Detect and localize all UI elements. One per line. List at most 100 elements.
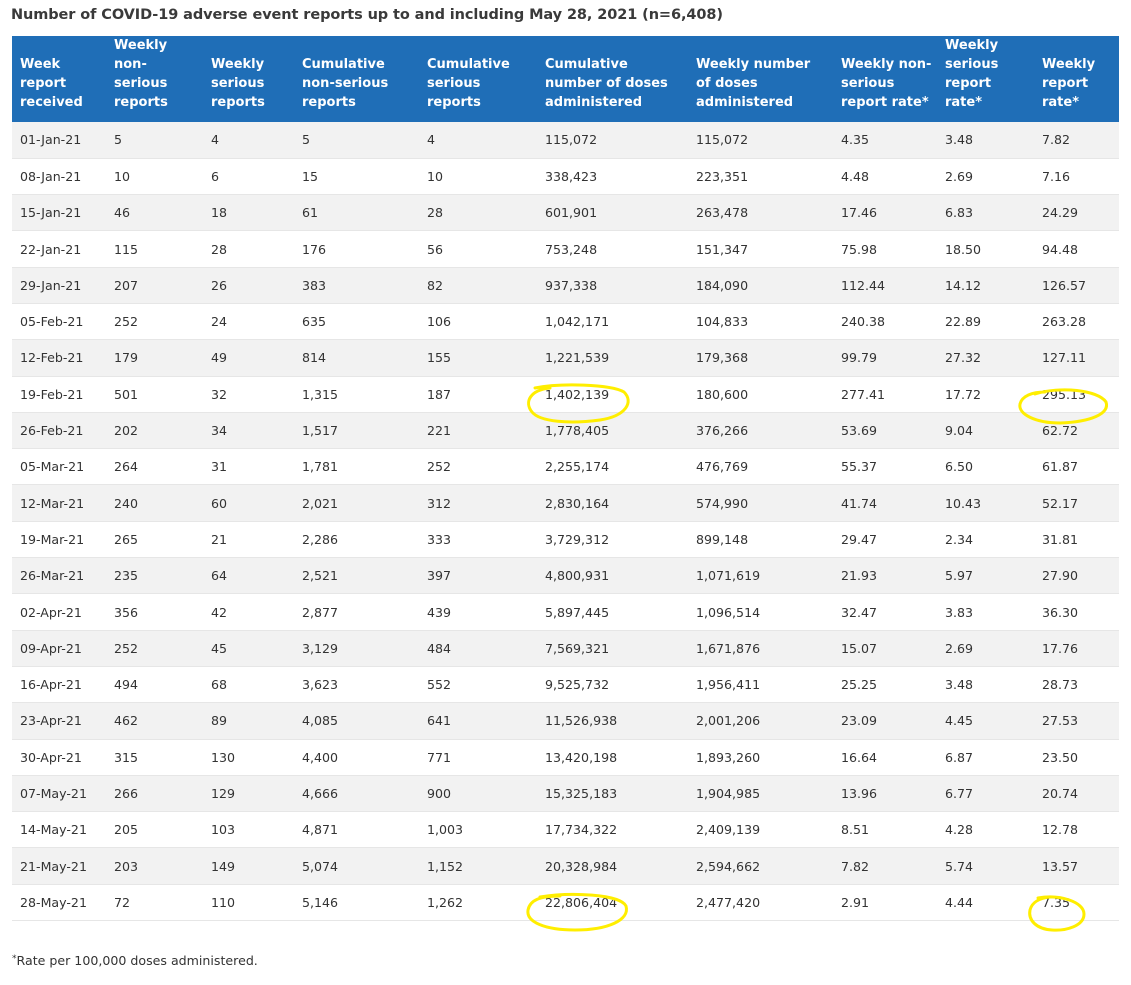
- cell-weekly-non-serious: 10: [106, 158, 203, 196]
- table-row: 02-Apr-21 356 42 2,877 439 5,897,445 1,096,514…: [12, 593, 1119, 631]
- cell-weekly-serious: 129: [203, 775, 294, 813]
- cell-non-serious-rate: 53.69: [833, 412, 937, 450]
- cell-serious-rate: 6.77: [937, 775, 1034, 813]
- page-title: Number of COVID-19 adverse event reports…: [11, 7, 723, 23]
- cell-non-serious-rate: 17.46: [833, 194, 937, 232]
- cell-cumulative-serious: 221: [419, 412, 537, 450]
- cell-non-serious-rate: 55.37: [833, 448, 937, 486]
- cell-cumulative-doses: 115,072: [537, 122, 688, 159]
- cell-cumulative-doses: 1,778,405: [537, 412, 688, 450]
- cell-week: 12-Feb-21: [12, 339, 106, 377]
- cell-weekly-serious: 32: [203, 376, 294, 413]
- cell-weekly-serious: 149: [203, 847, 294, 885]
- cell-weekly-serious: 64: [203, 557, 294, 595]
- header-report-rate: Weekly report rate*: [1034, 36, 1119, 122]
- cell-cumulative-doses: 3,729,312: [537, 521, 688, 559]
- cell-cumulative-doses: 4,800,931: [537, 557, 688, 595]
- cell-cumulative-doses: 338,423: [537, 158, 688, 196]
- cell-non-serious-rate: 75.98: [833, 230, 937, 268]
- cell-weekly-doses: 263,478: [688, 194, 833, 232]
- cell-cumulative-non-serious: 814: [294, 339, 419, 377]
- cell-cumulative-serious: 155: [419, 339, 537, 377]
- footnote-mark: *: [12, 954, 17, 964]
- cell-cumulative-serious: 1,003: [419, 811, 537, 849]
- cell-serious-rate: 6.83: [937, 194, 1034, 232]
- cell-non-serious-rate: 8.51: [833, 811, 937, 849]
- cell-report-rate: 23.50: [1034, 739, 1119, 776]
- cell-cumulative-serious: 484: [419, 630, 537, 667]
- cell-cumulative-non-serious: 2,286: [294, 521, 419, 559]
- cell-cumulative-doses: 2,255,174: [537, 448, 688, 486]
- header-weekly-serious: Weekly serious reports: [203, 36, 294, 122]
- cell-weekly-non-serious: 240: [106, 484, 203, 522]
- cell-serious-rate: 2.69: [937, 158, 1034, 196]
- cell-weekly-non-serious: 72: [106, 884, 203, 922]
- cell-weekly-doses: 184,090: [688, 267, 833, 304]
- table-header-row: Week report received Weekly non-serious …: [12, 36, 1119, 122]
- cell-non-serious-rate: 16.64: [833, 739, 937, 776]
- cell-serious-rate: 5.97: [937, 557, 1034, 595]
- cell-week: 26-Mar-21: [12, 557, 106, 595]
- footnote: *Rate per 100,000 doses administered.: [12, 953, 258, 968]
- cell-weekly-non-serious: 207: [106, 267, 203, 304]
- cell-weekly-doses: 574,990: [688, 484, 833, 522]
- table-row: 29-Jan-21 207 26 383 82 937,338 184,090 112.44 1…: [12, 267, 1119, 304]
- cell-weekly-serious: 45: [203, 630, 294, 667]
- cell-cumulative-doses: 601,901: [537, 194, 688, 232]
- cell-serious-rate: 18.50: [937, 230, 1034, 268]
- cell-non-serious-rate: 15.07: [833, 630, 937, 667]
- cell-report-rate: 52.17: [1034, 484, 1119, 522]
- table-row: 28-May-21 72 110 5,146 1,262 22,806,404 2,477,…: [12, 884, 1119, 922]
- cell-serious-rate: 14.12: [937, 267, 1034, 304]
- cell-report-rate: 17.76: [1034, 630, 1119, 667]
- cell-cumulative-serious: 82: [419, 267, 537, 304]
- cell-non-serious-rate: 240.38: [833, 303, 937, 341]
- adverse-event-table-container: Week report received Weekly non-serious …: [12, 36, 1119, 922]
- table-row: 05-Feb-21 252 24 635 106 1,042,171 104,833 240.…: [12, 303, 1119, 341]
- header-cumulative-serious: Cumulative serious reports: [419, 36, 537, 122]
- table-row: 07-May-21 266 129 4,666 900 15,325,183 1,904,9…: [12, 775, 1119, 813]
- cell-non-serious-rate: 99.79: [833, 339, 937, 377]
- cell-cumulative-serious: 4: [419, 122, 537, 159]
- cell-cumulative-doses: 2,830,164: [537, 484, 688, 522]
- cell-weekly-serious: 68: [203, 666, 294, 704]
- cell-weekly-serious: 49: [203, 339, 294, 377]
- cell-non-serious-rate: 23.09: [833, 702, 937, 740]
- cell-report-rate: 127.11: [1034, 339, 1119, 377]
- cell-cumulative-serious: 641: [419, 702, 537, 740]
- cell-report-rate: 61.87: [1034, 448, 1119, 486]
- cell-weekly-non-serious: 203: [106, 847, 203, 885]
- cell-cumulative-serious: 106: [419, 303, 537, 341]
- cell-cumulative-serious: 552: [419, 666, 537, 704]
- cell-cumulative-non-serious: 4,400: [294, 739, 419, 776]
- header-cumulative-non-serious: Cumulative non-serious reports: [294, 36, 419, 122]
- cell-weekly-serious: 4: [203, 122, 294, 159]
- header-serious-rate: Weekly serious report rate*: [937, 36, 1034, 122]
- cell-non-serious-rate: 4.35: [833, 122, 937, 159]
- table-row: 15-Jan-21 46 18 61 28 601,901 263,478 17.46 6.83…: [12, 194, 1119, 232]
- cell-report-rate: 27.53: [1034, 702, 1119, 740]
- cell-week: 12-Mar-21: [12, 484, 106, 522]
- cell-cumulative-doses: 1,042,171: [537, 303, 688, 341]
- cell-cumulative-doses: 17,734,322: [537, 811, 688, 849]
- cell-non-serious-rate: 41.74: [833, 484, 937, 522]
- cell-cumulative-non-serious: 1,517: [294, 412, 419, 450]
- cell-cumulative-doses: 11,526,938: [537, 702, 688, 740]
- cell-weekly-doses: 899,148: [688, 521, 833, 559]
- table-row: 22-Jan-21 115 28 176 56 753,248 151,347 75.98 18…: [12, 230, 1119, 268]
- cell-weekly-doses: 476,769: [688, 448, 833, 486]
- cell-week: 14-May-21: [12, 811, 106, 849]
- cell-week: 05-Feb-21: [12, 303, 106, 341]
- cell-weekly-doses: 1,096,514: [688, 593, 833, 631]
- cell-serious-rate: 6.50: [937, 448, 1034, 486]
- cell-non-serious-rate: 7.82: [833, 847, 937, 885]
- cell-cumulative-non-serious: 2,021: [294, 484, 419, 522]
- cell-cumulative-non-serious: 4,085: [294, 702, 419, 740]
- cell-weekly-doses: 1,071,619: [688, 557, 833, 595]
- cell-weekly-doses: 179,368: [688, 339, 833, 377]
- cell-cumulative-non-serious: 5,146: [294, 884, 419, 922]
- cell-serious-rate: 22.89: [937, 303, 1034, 341]
- cell-cumulative-serious: 10: [419, 158, 537, 196]
- cell-week: 09-Apr-21: [12, 630, 106, 667]
- table-row: 09-Apr-21 252 45 3,129 484 7,569,321 1,671,876…: [12, 630, 1119, 667]
